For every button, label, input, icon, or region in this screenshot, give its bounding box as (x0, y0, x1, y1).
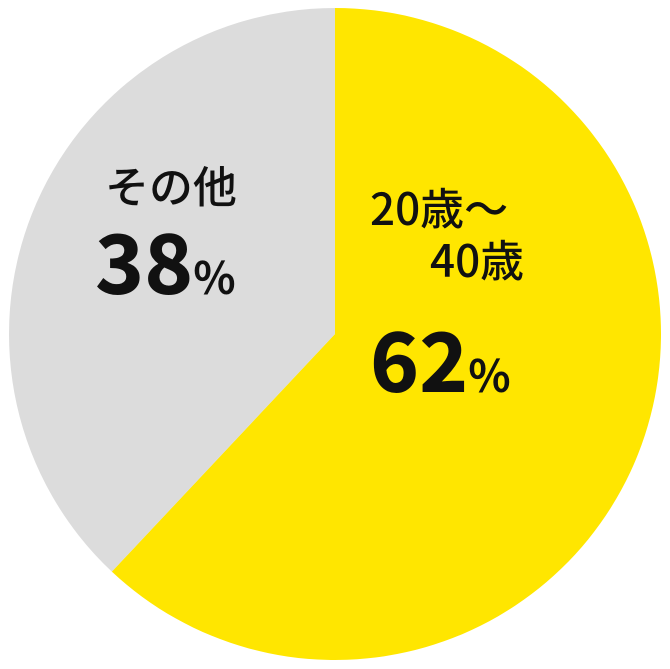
slice-1-label-line2: 40歳 (430, 234, 524, 282)
slice-1-label-line1: 20歳～ (370, 182, 508, 230)
pie-svg (0, 0, 670, 669)
slice-1-value-number: 62 (370, 297, 468, 416)
slice-2-value: 38% (95, 214, 236, 304)
slice-2-value-pct: % (193, 243, 235, 307)
slice-1-value-pct: % (468, 341, 510, 405)
pie-chart: 20歳～ 40歳 62% その他 38% (0, 0, 670, 669)
slice-2-value-number: 38 (95, 199, 193, 318)
slice-1-value: 62% (370, 312, 511, 402)
